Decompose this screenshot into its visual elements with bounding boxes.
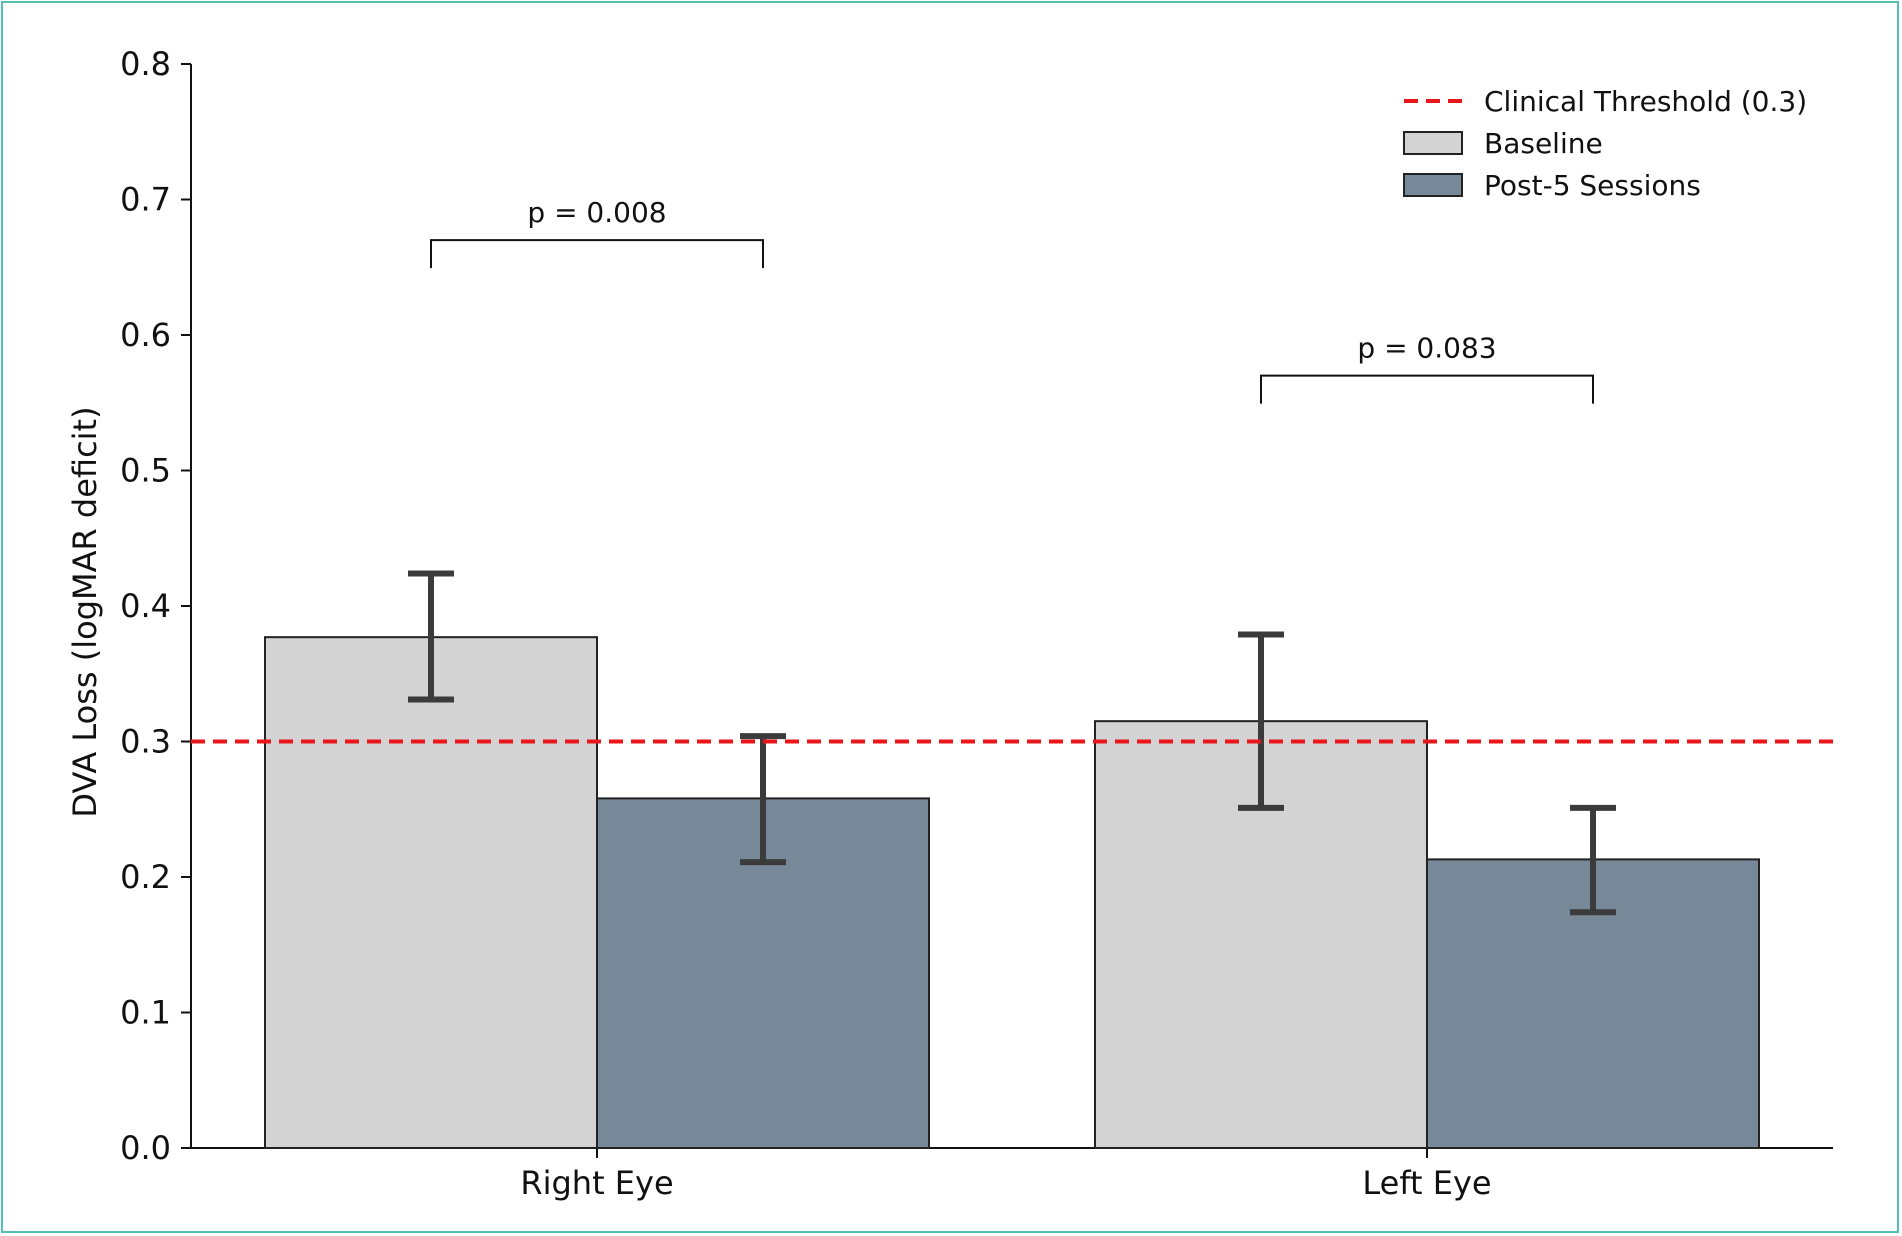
legend: Clinical Threshold (0.3) Baseline Post-5 S…: [1403, 85, 1807, 202]
legend-swatch: [1403, 173, 1463, 197]
y-tick-label: 0.7: [120, 181, 171, 219]
p-value-label: p = 0.008: [527, 196, 666, 229]
y-tick-label: 0.8: [120, 45, 171, 83]
x-tick-label: Right Eye: [520, 1164, 673, 1202]
y-tick-label: 0.5: [120, 452, 171, 490]
y-tick-label: 0.6: [120, 316, 171, 354]
y-tick-label: 0.1: [120, 994, 171, 1032]
legend-label: Clinical Threshold (0.3): [1484, 85, 1807, 118]
significance-bracket: [430, 239, 764, 269]
significance-bracket: [1260, 374, 1594, 404]
y-axis-label: DVA Loss (logMAR deficit): [66, 406, 104, 817]
y-tick-label: 0.4: [120, 587, 171, 625]
y-tick-label: 0.2: [120, 858, 171, 896]
x-tick-label: Left Eye: [1362, 1164, 1491, 1202]
legend-swatch: [1403, 131, 1463, 155]
bars: [264, 636, 1760, 1149]
error-bars: [408, 570, 1616, 916]
legend-label: Post-5 Sessions: [1484, 169, 1701, 202]
bar: [264, 636, 598, 1149]
legend-label: Baseline: [1484, 127, 1603, 160]
y-tick-label: 0.3: [120, 723, 171, 761]
y-tick-label: 0.0: [120, 1129, 171, 1167]
significance-annotations: p = 0.008 p = 0.083: [430, 196, 1594, 404]
p-value-label: p = 0.083: [1357, 332, 1496, 365]
